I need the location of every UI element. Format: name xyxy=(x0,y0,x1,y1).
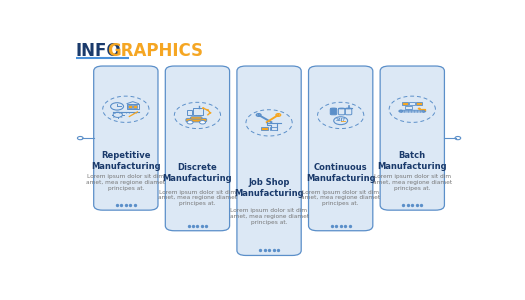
Text: Job Shop
Manufacturing: Job Shop Manufacturing xyxy=(234,178,304,197)
FancyBboxPatch shape xyxy=(416,102,422,105)
Circle shape xyxy=(202,108,204,109)
Text: Discrete
Manufacturing: Discrete Manufacturing xyxy=(163,163,232,183)
Text: INFO: INFO xyxy=(76,42,121,60)
Circle shape xyxy=(77,136,83,140)
Text: GRAPHICS: GRAPHICS xyxy=(108,42,204,60)
FancyBboxPatch shape xyxy=(402,102,408,105)
Circle shape xyxy=(418,108,421,109)
Text: Lorem ipsum dolor sit dim
amet, mea regione diamet
principes at.: Lorem ipsum dolor sit dim amet, mea regi… xyxy=(373,174,452,191)
Text: 24/7: 24/7 xyxy=(335,118,346,122)
FancyBboxPatch shape xyxy=(237,66,301,255)
Circle shape xyxy=(207,110,209,111)
Circle shape xyxy=(209,112,211,113)
FancyBboxPatch shape xyxy=(165,66,229,231)
FancyBboxPatch shape xyxy=(93,66,158,210)
FancyBboxPatch shape xyxy=(380,66,445,210)
Text: Continuous
Manufacturing: Continuous Manufacturing xyxy=(306,163,375,183)
Text: Lorem ipsum dolor sit dim
amet, mea regione diamet
principes at.: Lorem ipsum dolor sit dim amet, mea regi… xyxy=(158,190,237,206)
Text: Lorem ipsum dolor sit dim
amet, mea regione diamet
principes at.: Lorem ipsum dolor sit dim amet, mea regi… xyxy=(229,208,309,225)
FancyBboxPatch shape xyxy=(261,127,268,130)
FancyBboxPatch shape xyxy=(191,117,202,119)
FancyBboxPatch shape xyxy=(186,118,207,122)
Circle shape xyxy=(200,121,206,124)
FancyBboxPatch shape xyxy=(128,105,132,108)
Text: Lorem ipsum dolor sit dim
amet, mea regione diamet
principes at.: Lorem ipsum dolor sit dim amet, mea regi… xyxy=(86,174,165,191)
Circle shape xyxy=(455,136,461,140)
Text: Repetitive
Manufacturing: Repetitive Manufacturing xyxy=(91,151,161,171)
FancyBboxPatch shape xyxy=(309,66,373,231)
Ellipse shape xyxy=(330,108,337,109)
FancyBboxPatch shape xyxy=(133,105,137,108)
Circle shape xyxy=(187,121,193,124)
Text: Lorem ipsum dolor sit dim
amet, mea regione diamet
principes at.: Lorem ipsum dolor sit dim amet, mea regi… xyxy=(301,190,380,206)
Text: Batch
Manufacturing: Batch Manufacturing xyxy=(377,151,447,171)
FancyBboxPatch shape xyxy=(330,109,337,115)
